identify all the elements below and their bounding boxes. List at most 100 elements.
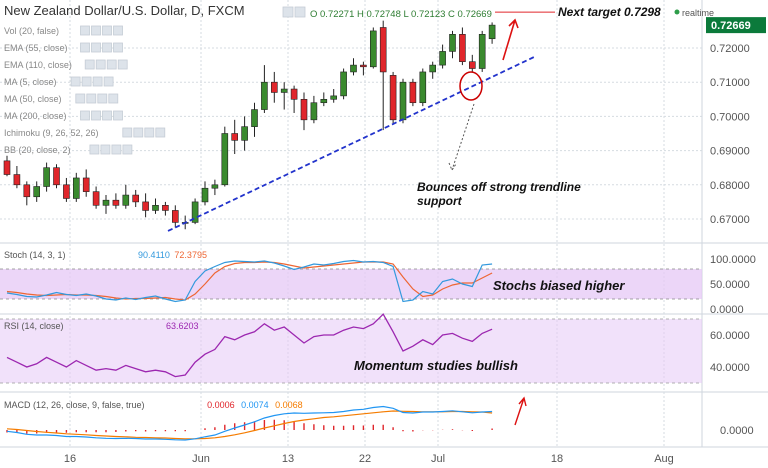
x-tick-label: 18 xyxy=(551,453,563,465)
pointer-arrow-icon xyxy=(448,103,475,172)
candle-body xyxy=(102,199,110,206)
x-tick-label: 13 xyxy=(282,453,294,465)
rsi-tick-label: 60.0000 xyxy=(710,330,750,342)
y-tick-label: 0.70000 xyxy=(710,111,750,123)
candle-body xyxy=(112,199,120,206)
candle-body xyxy=(251,109,258,127)
indicator-button-icon xyxy=(108,93,119,104)
indicator-button-icon xyxy=(80,110,90,121)
x-tick-label: 22 xyxy=(359,453,371,465)
candle-body xyxy=(231,133,238,141)
indicator-button-icon xyxy=(92,76,103,87)
rsi-label-part: 63.6203 xyxy=(164,321,199,331)
indicator-panes xyxy=(6,259,493,441)
macd-label-part: 0.0006 xyxy=(205,400,235,410)
header-buttons[interactable] xyxy=(282,6,306,18)
ohlc-readout: O 0.72271 H 0.72748 L 0.72123 C 0.72669 xyxy=(310,9,492,20)
last-price-tag xyxy=(706,17,766,34)
candle-body xyxy=(211,184,219,189)
candle-body xyxy=(389,75,397,121)
candle-body xyxy=(172,210,179,223)
stoch-tick-label: 100.0000 xyxy=(710,254,756,266)
candle-body xyxy=(330,95,338,100)
indicator-button-icon xyxy=(144,127,155,138)
x-tick-label: Jun xyxy=(192,453,210,465)
candle-body xyxy=(270,81,278,93)
candle-body xyxy=(468,61,476,69)
candle-body xyxy=(320,99,328,104)
realtime-label: realtime xyxy=(682,8,714,18)
candle-body xyxy=(409,81,417,104)
candle-body xyxy=(300,99,308,121)
indicator-button-icon xyxy=(91,42,101,53)
indicator-button-icon xyxy=(102,42,112,53)
trend-annotation: Bounces off strong trendline support xyxy=(417,180,581,208)
highlight-circle xyxy=(459,71,483,101)
macd-signal-line xyxy=(6,410,493,440)
indicator-button-icon xyxy=(102,25,112,36)
indicator-button-icon xyxy=(103,76,114,87)
stoch-label-part: 72.3795 xyxy=(172,250,207,260)
overlay-label: EMA (55, close) xyxy=(4,43,68,53)
indicator-button-icon xyxy=(81,76,92,87)
macd-line xyxy=(6,405,493,441)
indicator-button-icon xyxy=(97,93,108,104)
indicator-button-icon xyxy=(113,25,123,36)
overlay-label: MA (5, close) xyxy=(4,77,57,87)
target-label: Next target 0.7298 xyxy=(558,5,661,19)
stoch-tick-label: 50.0000 xyxy=(710,279,750,291)
x-tick-label: Aug xyxy=(654,453,674,465)
candle-body xyxy=(201,187,209,203)
y-tick-label: 0.67000 xyxy=(710,214,750,226)
rsi-line xyxy=(6,313,493,378)
macd-label-part: MACD (12, 26, close, 9, false, true) xyxy=(4,400,145,410)
rsi-annotation: Momentum studies bullish xyxy=(354,358,518,373)
y-tick-label: 0.72000 xyxy=(710,43,750,55)
overlay-labels: Vol (20, false) EMA (55, close) EMA (110, … xyxy=(4,25,303,410)
indicator-button-icon xyxy=(89,144,100,155)
candle-body xyxy=(3,160,11,175)
overlay-label: MA (50, close) xyxy=(4,94,62,104)
rsi-tick-label: 40.0000 xyxy=(710,362,750,374)
stoch-annotation: Stochs biased higher xyxy=(493,278,625,293)
candle-body xyxy=(152,205,159,211)
candle-body xyxy=(290,88,298,100)
indicator-button-icon xyxy=(111,144,122,155)
overlay-label: MA (200, close) xyxy=(4,111,67,121)
last-price-label: 0.72669 xyxy=(711,20,751,32)
indicator-button-icon xyxy=(84,59,95,70)
candle-body xyxy=(132,194,139,203)
candle-body xyxy=(310,102,318,121)
candle-body xyxy=(261,81,268,110)
indicator-button-icon xyxy=(80,25,90,36)
overlay-label: Vol (20, false) xyxy=(4,26,59,36)
macd-tick-label: 0.0000 xyxy=(720,425,754,437)
candle-body xyxy=(488,24,496,40)
candle-body xyxy=(73,177,80,199)
candle-body xyxy=(449,34,456,52)
candle-body xyxy=(63,184,70,199)
indicator-button-icon xyxy=(70,76,81,87)
candle-body xyxy=(221,133,229,186)
indicator-button-icon xyxy=(91,110,101,121)
indicator-button-icon xyxy=(155,127,166,138)
indicator-button-icon xyxy=(80,42,90,53)
rsi-band xyxy=(0,319,702,383)
candle-body xyxy=(23,184,31,198)
candle-body xyxy=(340,71,347,97)
candle-body xyxy=(92,191,100,206)
stoch-label-part: Stoch (14, 3, 1) xyxy=(4,250,66,260)
stoch-k-line xyxy=(6,259,493,303)
chart-title: New Zealand Dollar/U.S. Dollar, D, FXCM xyxy=(4,3,245,18)
x-tick-label: 16 xyxy=(64,453,76,465)
candle-body xyxy=(82,177,90,192)
trend-annotation-line: Bounces off strong trendline xyxy=(417,180,581,194)
up-arrow-icon xyxy=(514,396,527,426)
candle-body xyxy=(439,51,446,66)
stoch-tick-label: 0.0000 xyxy=(710,304,744,316)
time-axis: 16 Jun 13 22 Jul 18 Aug xyxy=(64,453,674,465)
candle-body xyxy=(191,201,199,223)
price-pane xyxy=(3,11,555,232)
candle-body xyxy=(379,27,387,73)
